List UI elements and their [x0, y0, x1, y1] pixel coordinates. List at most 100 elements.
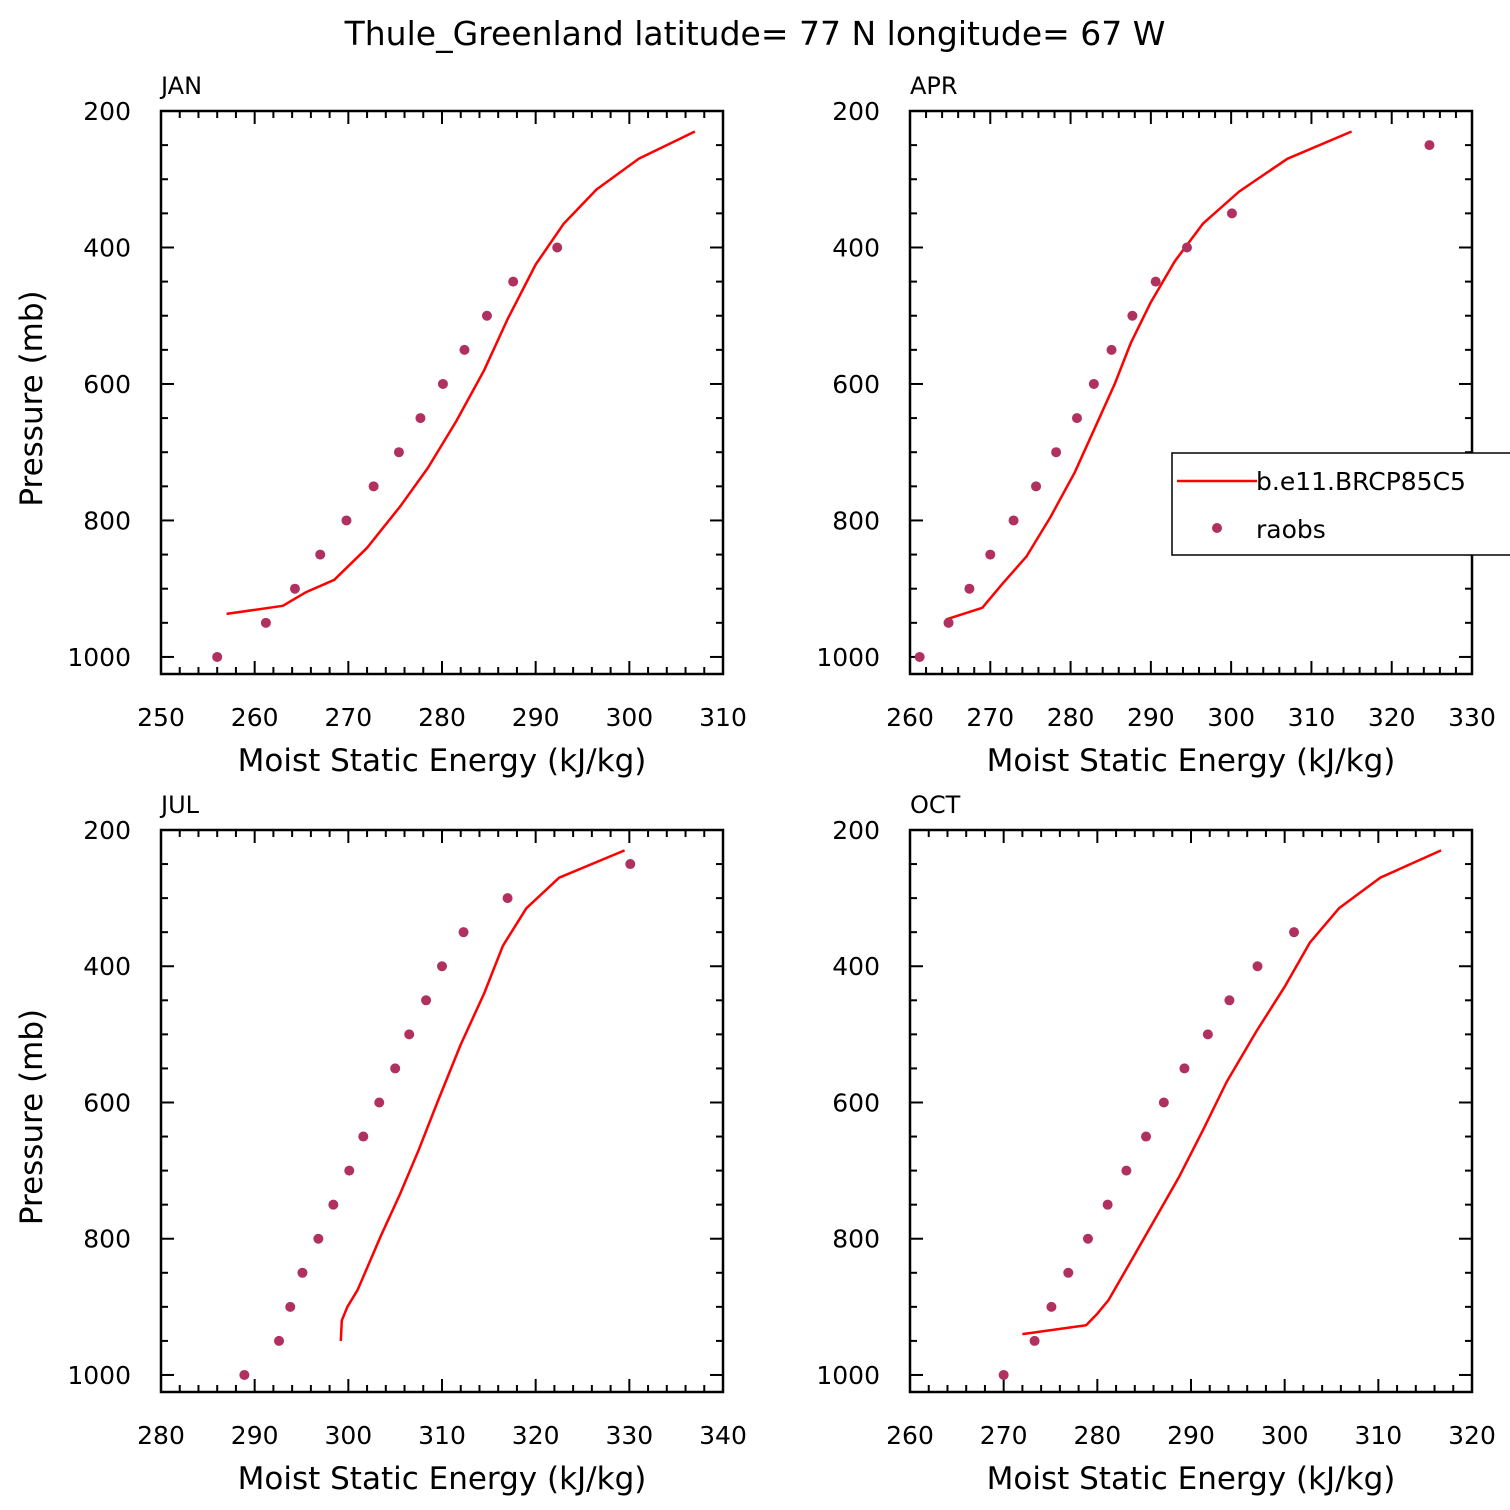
y-tick-label: 1000: [816, 643, 880, 672]
plot-frame: [159, 109, 725, 676]
x-tick-label: 260: [886, 703, 934, 732]
raobs-point: [285, 1301, 296, 1312]
raobs-point: [1181, 242, 1192, 253]
raobs-point: [1029, 1335, 1040, 1346]
raobs-point: [1252, 961, 1263, 972]
x-tick-label: 300: [324, 1421, 372, 1450]
y-tick-label: 200: [832, 97, 880, 126]
legend-points-label: raobs: [1256, 515, 1326, 544]
y-tick-label: 600: [832, 370, 880, 399]
raobs-point: [315, 549, 326, 560]
raobs-point: [1031, 481, 1042, 492]
panel-label: APR: [910, 72, 958, 100]
x-tick-label: 290: [1167, 1421, 1215, 1450]
raobs-point: [625, 859, 636, 870]
y-tick-label: 200: [83, 816, 131, 845]
x-tick-label: 310: [699, 703, 747, 732]
x-tick-label: 320: [512, 1421, 560, 1450]
panel-label: JAN: [159, 72, 202, 100]
raobs-point: [1289, 927, 1300, 938]
plot-frame: [908, 109, 1474, 676]
y-tick-label: 600: [832, 1088, 880, 1117]
raobs-point: [502, 893, 513, 904]
y-tick-label: 1000: [67, 1361, 131, 1390]
x-tick-label: 330: [1448, 703, 1496, 732]
y-tick-label: 400: [83, 233, 131, 262]
raobs-point: [964, 583, 975, 594]
model-line: [1022, 849, 1442, 1336]
raobs-point: [1150, 276, 1161, 287]
raobs-point: [1051, 447, 1062, 458]
x-tick-label: 290: [512, 703, 560, 732]
raobs-point: [1424, 140, 1435, 151]
x-tick-label: 300: [605, 703, 653, 732]
legend-box: [1171, 452, 1510, 556]
raobs-point: [943, 617, 954, 628]
y-tick-label: 800: [832, 506, 880, 535]
raobs-point: [374, 1097, 385, 1108]
panel-jan: 250 260 270 280 290 300 310 200 400 600 800 1000 JAN…: [14, 72, 747, 779]
raobs-point: [358, 1131, 369, 1142]
raobs-point: [1008, 515, 1019, 526]
panel-oct: 260 270 280 290 300 310 320 200 400 600 800 1000 OCT…: [816, 791, 1495, 1497]
raobs-point: [341, 515, 352, 526]
model-line: [945, 130, 1353, 621]
x-tick-label: 310: [418, 1421, 466, 1450]
y-tick-label: 800: [832, 1225, 880, 1254]
raobs-point: [1158, 1097, 1169, 1108]
x-tick-label: 310: [1354, 1421, 1402, 1450]
raobs-point: [1202, 1029, 1213, 1040]
raobs-point: [552, 242, 563, 253]
raobs-point: [239, 1369, 250, 1380]
raobs-point: [328, 1199, 339, 1210]
x-axis-title: Moist Static Energy (kJ/kg): [238, 743, 647, 779]
y-tick-label: 1000: [816, 1361, 880, 1390]
y-tick-label: 200: [832, 816, 880, 845]
raobs-point: [1102, 1199, 1113, 1210]
raobs-point: [914, 651, 925, 662]
x-tick-label: 290: [231, 1421, 279, 1450]
y-tick-label: 600: [83, 370, 131, 399]
x-tick-label: 260: [231, 703, 279, 732]
y-tick-label: 800: [83, 1225, 131, 1254]
raobs-point: [1127, 310, 1138, 321]
raobs-point: [421, 995, 432, 1006]
x-tick-label: 270: [980, 1421, 1028, 1450]
x-tick-label: 340: [699, 1421, 747, 1450]
raobs-point: [1082, 1233, 1093, 1244]
raobs-point: [1106, 344, 1117, 355]
x-tick-label: 280: [418, 703, 466, 732]
raobs-point: [508, 276, 519, 287]
raobs-point: [404, 1029, 415, 1040]
y-tick-label: 600: [83, 1088, 131, 1117]
raobs-point: [1226, 208, 1237, 219]
raobs-point: [393, 447, 404, 458]
raobs-point: [212, 651, 223, 662]
raobs-point: [313, 1233, 324, 1244]
x-tick-label: 330: [605, 1421, 653, 1450]
plot-frame: [159, 828, 725, 1394]
raobs-point: [481, 310, 492, 321]
raobs-point: [1141, 1131, 1152, 1142]
panel-jul: 280 290 300 310 320 330 340 200 400 600 800 1000 JUL…: [14, 791, 747, 1497]
legend: b.e11.BRCP85C5 raobs: [1171, 452, 1510, 556]
raobs-point: [1088, 378, 1099, 389]
y-axis-title: Pressure (mb): [14, 290, 50, 506]
x-tick-label: 320: [1448, 1421, 1496, 1450]
y-tick-label: 400: [832, 952, 880, 981]
y-tick-label: 400: [83, 952, 131, 981]
raobs-point: [274, 1335, 285, 1346]
model-line: [339, 849, 626, 1341]
raobs-point: [1071, 413, 1082, 424]
x-tick-label: 310: [1288, 703, 1336, 732]
raobs-point: [437, 378, 448, 389]
raobs-point: [1179, 1063, 1190, 1074]
raobs-point: [297, 1267, 308, 1278]
x-tick-label: 280: [1073, 1421, 1121, 1450]
y-tick-label: 800: [83, 506, 131, 535]
x-tick-label: 270: [966, 703, 1014, 732]
raobs-point: [1121, 1165, 1132, 1176]
raobs-point: [985, 549, 996, 560]
raobs-point: [1224, 995, 1235, 1006]
x-tick-label: 300: [1207, 703, 1255, 732]
